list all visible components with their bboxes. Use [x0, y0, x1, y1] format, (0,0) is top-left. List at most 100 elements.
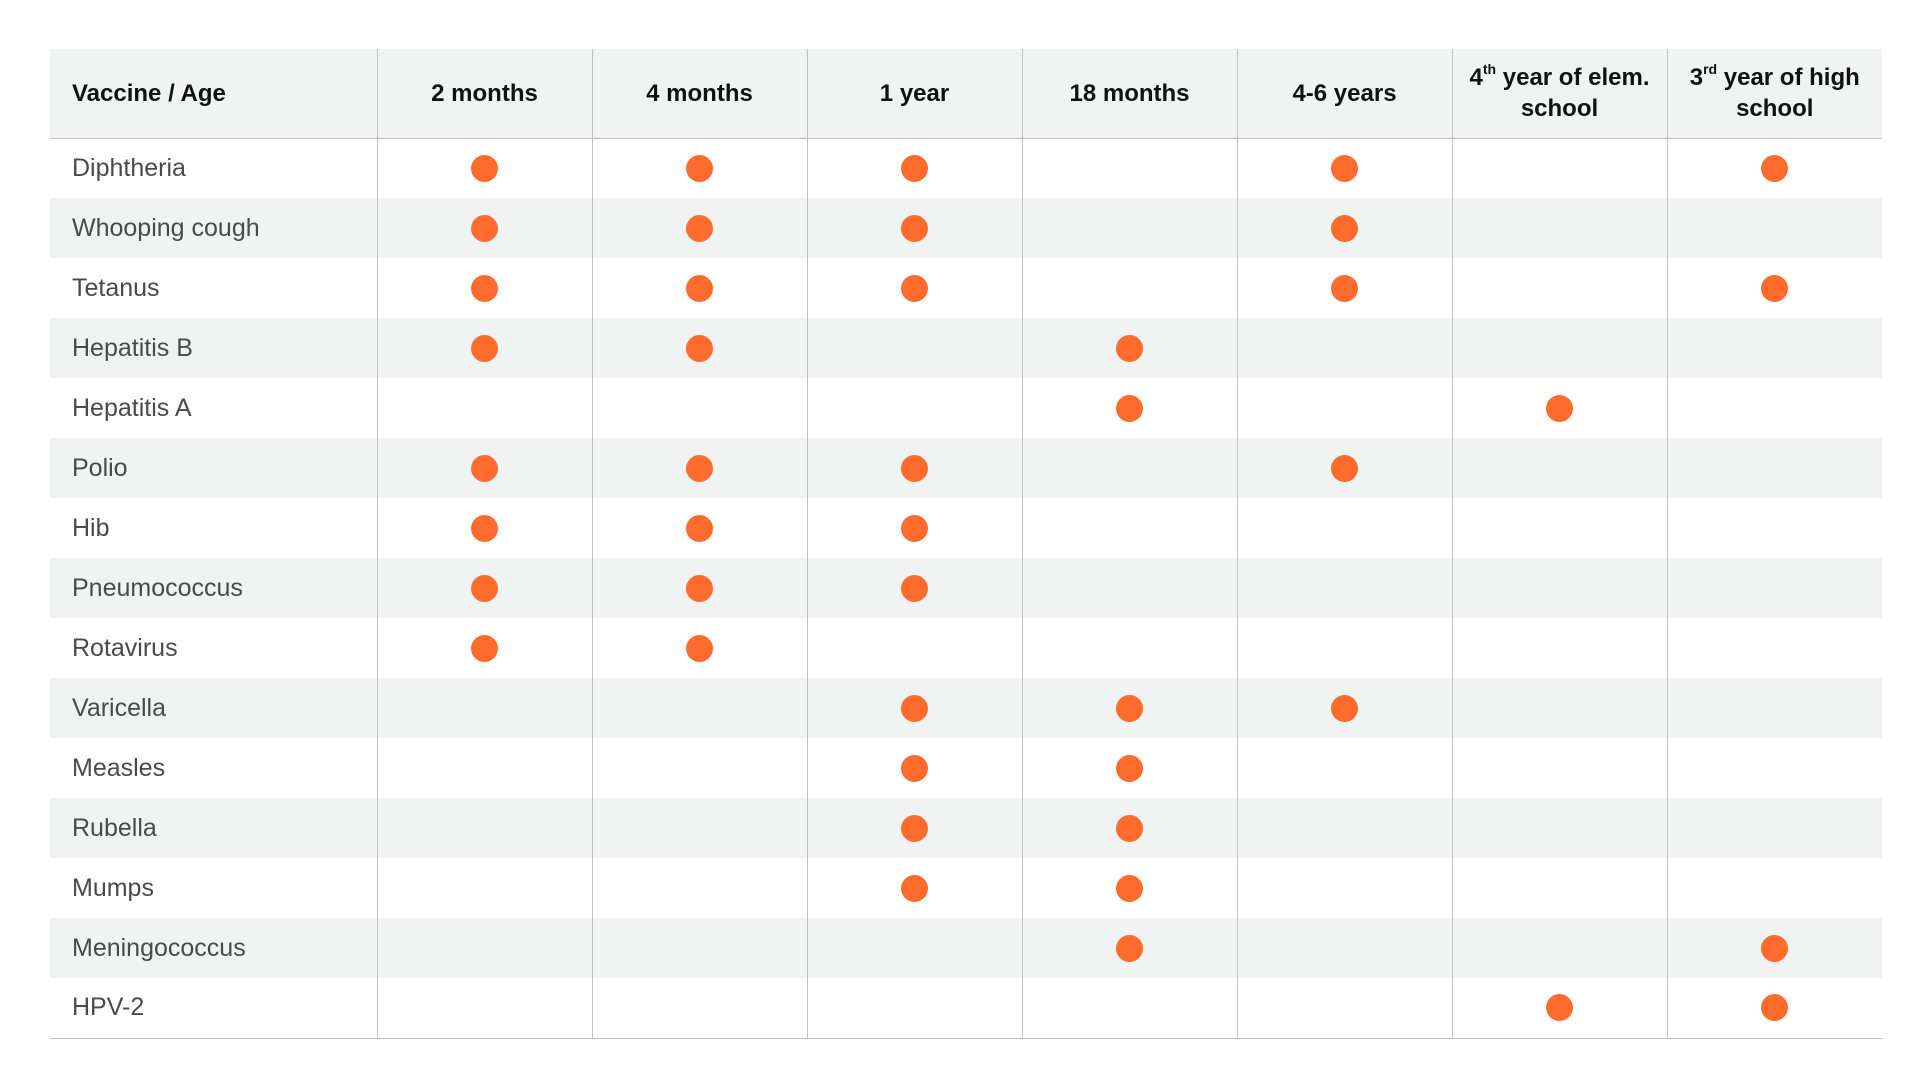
vaccine-age-header: Vaccine / Age	[50, 49, 377, 139]
dose-cell	[591, 978, 807, 1039]
dose-cell	[1021, 498, 1237, 558]
dose-cell	[1236, 618, 1452, 678]
dose-dot-icon	[901, 754, 928, 782]
dose-cell	[1021, 918, 1237, 978]
dose-cell	[806, 318, 1022, 378]
dose-cell	[1236, 558, 1452, 618]
table-row: Hepatitis B	[50, 318, 1882, 378]
dose-cell	[591, 558, 807, 618]
dose-dot-icon	[471, 514, 498, 542]
dose-cell	[1021, 618, 1237, 678]
dose-dot-icon	[1761, 274, 1789, 302]
dose-dot-icon	[1116, 814, 1143, 842]
dose-cell	[1236, 858, 1452, 918]
dose-dot-icon	[1331, 274, 1358, 302]
dose-cell	[806, 378, 1022, 438]
dose-dot-icon	[1116, 694, 1143, 722]
dose-cell	[1666, 138, 1882, 198]
dose-cell	[1666, 558, 1882, 618]
vaccine-name: HPV-2	[50, 978, 377, 1039]
dose-cell	[1451, 498, 1667, 558]
dose-cell	[1451, 138, 1667, 198]
dose-cell	[1021, 378, 1237, 438]
dose-cell	[591, 258, 807, 318]
dose-cell	[806, 498, 1022, 558]
dose-cell	[1666, 798, 1882, 858]
dose-cell	[1236, 318, 1452, 378]
vaccine-name: Whooping cough	[50, 198, 377, 258]
vaccine-name: Polio	[50, 438, 377, 498]
dose-cell	[1666, 318, 1882, 378]
age-label: 3	[1689, 64, 1704, 92]
dose-dot-icon	[686, 274, 713, 302]
dose-cell	[1666, 678, 1882, 738]
dose-dot-icon	[901, 274, 928, 302]
dose-dot-icon	[1546, 994, 1573, 1022]
dose-cell	[376, 618, 592, 678]
dose-cell	[376, 858, 592, 918]
dose-dot-icon	[901, 574, 928, 602]
dose-dot-icon	[471, 334, 498, 362]
dose-dot-icon	[471, 154, 498, 182]
vaccination-schedule-table: Vaccine / Age 2 months 4 months 1 year 18 m…	[50, 49, 1882, 1039]
dose-cell	[1021, 438, 1237, 498]
dose-cell	[1451, 918, 1667, 978]
dose-cell	[1451, 258, 1667, 318]
dose-cell	[806, 978, 1022, 1039]
dose-dot-icon	[1116, 874, 1143, 902]
dose-cell	[1021, 138, 1237, 198]
dose-dot-icon	[1331, 454, 1358, 482]
dose-cell	[1666, 618, 1882, 678]
dose-cell	[591, 918, 807, 978]
dose-cell	[1236, 138, 1452, 198]
age-label: 1 year	[879, 79, 950, 107]
dose-dot-icon	[471, 454, 498, 482]
dose-dot-icon	[901, 454, 928, 482]
age-label: 4-6 years	[1292, 79, 1397, 107]
dose-cell	[806, 558, 1022, 618]
vaccine-name: Hepatitis B	[50, 318, 377, 378]
dose-dot-icon	[471, 574, 498, 602]
ordinal-suffix: th	[1482, 61, 1497, 78]
table-row: Whooping cough	[50, 198, 1882, 258]
dose-cell	[376, 678, 592, 738]
dose-dot-icon	[901, 814, 928, 842]
dose-dot-icon	[901, 514, 928, 542]
dose-cell	[591, 678, 807, 738]
dose-dot-icon	[686, 514, 713, 542]
dose-dot-icon	[471, 214, 498, 242]
dose-dot-icon	[1546, 394, 1573, 422]
dose-cell	[591, 378, 807, 438]
dose-cell	[1451, 798, 1667, 858]
dose-cell	[1666, 738, 1882, 798]
table-row: Rotavirus	[50, 618, 1882, 678]
dose-dot-icon	[901, 214, 928, 242]
dose-dot-icon	[901, 694, 928, 722]
dose-cell	[1021, 678, 1237, 738]
age-label: 18 months	[1069, 79, 1190, 107]
dose-cell	[1021, 738, 1237, 798]
dose-cell	[1666, 258, 1882, 318]
age-column-header: 4 months	[591, 49, 807, 139]
dose-cell	[1666, 978, 1882, 1039]
dose-cell	[376, 138, 592, 198]
vaccine-name: Hib	[72, 513, 110, 542]
dose-dot-icon	[686, 454, 713, 482]
dose-cell	[376, 798, 592, 858]
dose-dot-icon	[471, 634, 498, 662]
dose-dot-icon	[1116, 934, 1143, 962]
dose-cell	[376, 258, 592, 318]
dose-cell	[1666, 498, 1882, 558]
table-row: Hib	[50, 498, 1882, 558]
dose-dot-icon	[686, 214, 713, 242]
table-row: Rubella	[50, 798, 1882, 858]
dose-cell	[806, 198, 1022, 258]
dose-cell	[1451, 738, 1667, 798]
dose-cell	[1451, 678, 1667, 738]
table-body: Diphtheria Whooping cough Tetanus Hepatitis…	[50, 138, 1882, 1039]
dose-cell	[1236, 378, 1452, 438]
dose-cell	[1666, 438, 1882, 498]
ordinal-suffix: rd	[1703, 61, 1718, 78]
dose-dot-icon	[471, 274, 498, 302]
dose-cell	[376, 438, 592, 498]
